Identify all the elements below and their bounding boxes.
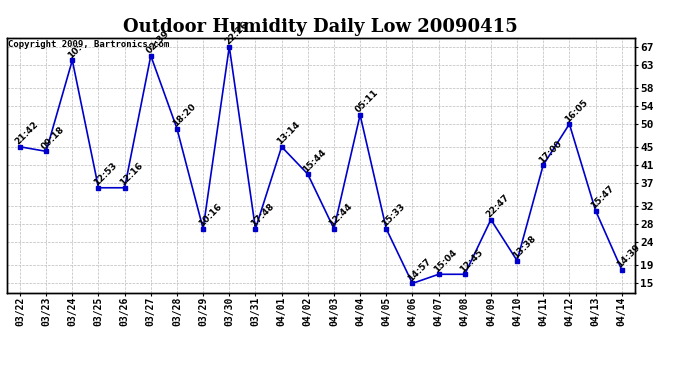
Text: 14:39: 14:39	[615, 243, 642, 270]
Text: 12:53: 12:53	[92, 161, 119, 188]
Text: 14:57: 14:57	[406, 256, 433, 284]
Text: 18:20: 18:20	[170, 102, 197, 129]
Text: Copyright 2009, Bartronics.com: Copyright 2009, Bartronics.com	[8, 40, 169, 49]
Text: 17:48: 17:48	[249, 202, 276, 229]
Text: 22:47: 22:47	[484, 193, 511, 220]
Text: 15:44: 15:44	[302, 147, 328, 174]
Text: 10:: 10:	[66, 43, 83, 60]
Text: 15:47: 15:47	[589, 184, 616, 210]
Text: 12:45: 12:45	[458, 248, 485, 274]
Text: 13:14: 13:14	[275, 120, 302, 147]
Title: Outdoor Humidity Daily Low 20090415: Outdoor Humidity Daily Low 20090415	[124, 18, 518, 36]
Text: 12:16: 12:16	[118, 161, 145, 188]
Text: 05:11: 05:11	[354, 88, 380, 115]
Text: 09:18: 09:18	[40, 125, 66, 152]
Text: 12:44: 12:44	[328, 202, 355, 229]
Text: 02:39: 02:39	[144, 29, 171, 56]
Text: 22:26: 22:26	[223, 20, 250, 46]
Text: 17:00: 17:00	[537, 138, 563, 165]
Text: 13:38: 13:38	[511, 234, 538, 261]
Text: 15:33: 15:33	[380, 202, 406, 229]
Text: 15:04: 15:04	[432, 248, 459, 274]
Text: 21:42: 21:42	[14, 120, 40, 147]
Text: 10:16: 10:16	[197, 202, 224, 229]
Text: 16:05: 16:05	[563, 98, 589, 124]
